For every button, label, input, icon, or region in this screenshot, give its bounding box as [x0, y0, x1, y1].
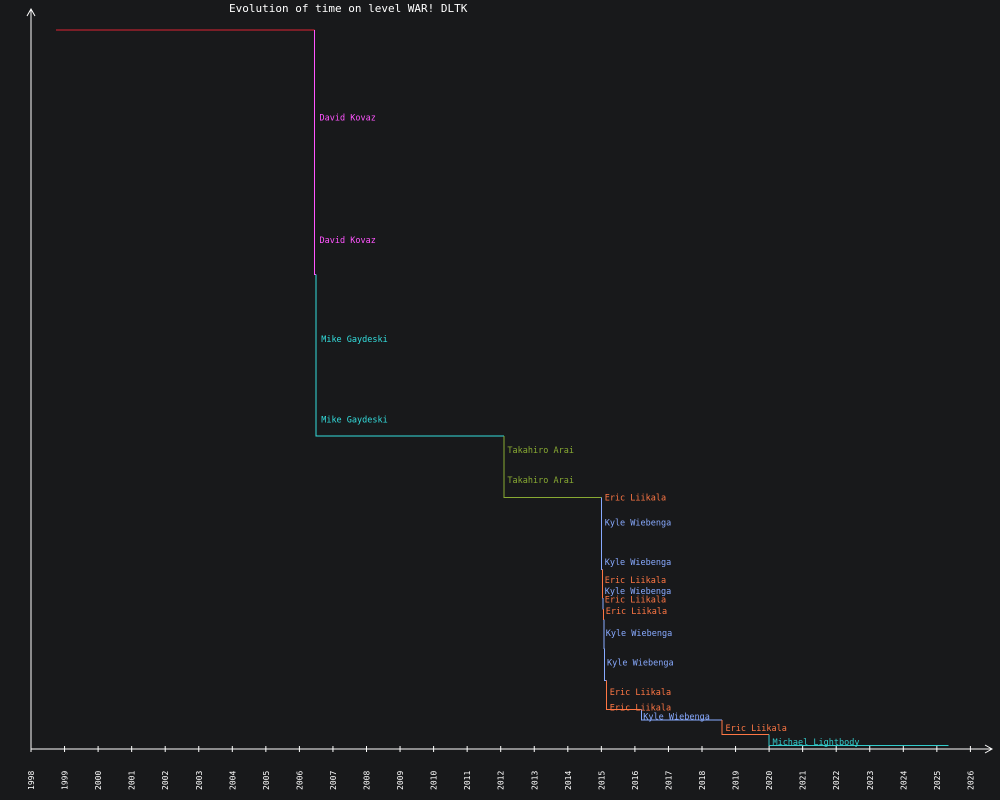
- x-tick-label: 1999: [61, 771, 70, 790]
- x-tick-label: 2023: [866, 771, 875, 790]
- x-tick-label: 2024: [899, 771, 908, 790]
- record-step: [721, 720, 770, 736]
- x-tick-label: 2009: [396, 771, 405, 790]
- record-step: [313, 30, 317, 275]
- x-tick-label: 2001: [128, 771, 137, 790]
- x-tick-label: 2003: [195, 771, 204, 790]
- record-holder-label: Takahiro Arai: [507, 476, 574, 486]
- x-tick-label: 2025: [933, 771, 942, 790]
- x-tick-label: 2006: [295, 771, 304, 790]
- x-tick-label: 2005: [262, 771, 271, 790]
- record-holder-label: Eric Liikala: [605, 595, 666, 605]
- record-holder-label: Kyle Wiebenga: [607, 659, 674, 669]
- record-step: [605, 680, 642, 710]
- x-tick-label: 2008: [363, 771, 372, 790]
- record-holder-label: Takahiro Arai: [507, 446, 574, 456]
- record-holder-label: Mike Gaydeski: [321, 416, 388, 426]
- record-step: [603, 619, 605, 649]
- axes: 1998 1999 2000 2001 2002 2003 2004 2005 2006 2007…: [26, 7, 994, 790]
- record-holder-label: Eric Liikala: [725, 724, 786, 734]
- chart-title: Evolution of time on level WAR! DLTK: [229, 2, 468, 15]
- x-tick-label: 2017: [664, 771, 673, 790]
- record-step: [602, 598, 604, 610]
- record-holder-label: Kyle Wiebenga: [606, 629, 673, 639]
- record-holder-label: Eric Liikala: [605, 493, 666, 503]
- record-holder-label: Kyle Wiebenga: [605, 558, 672, 568]
- x-tick-label: 2026: [966, 771, 975, 790]
- record-holder-label: Mike Gaydeski: [321, 335, 388, 345]
- x-tick-label: 2012: [497, 771, 506, 790]
- record-holder-label: Kyle Wiebenga: [605, 519, 672, 529]
- x-tick-label: 2014: [564, 771, 573, 790]
- record-step: [600, 497, 603, 570]
- record-step-lines: [56, 29, 949, 746]
- record-step: [641, 709, 723, 721]
- record-holder-label: David Kovaz: [320, 236, 376, 246]
- x-tick-label: 2013: [530, 771, 539, 790]
- y-axis-arrow: [26, 7, 36, 17]
- record-holder-label: Eric Liikala: [606, 607, 667, 617]
- x-tick-label: 2004: [228, 771, 237, 790]
- record-step: [601, 569, 604, 599]
- record-labels: David Kovaz David Kovaz Mike Gaydeski Mike …: [320, 114, 860, 748]
- x-tick-label: 2021: [799, 771, 808, 790]
- x-tick-label: 2019: [732, 771, 741, 790]
- record-holder-label: Eric Liikala: [610, 703, 671, 713]
- x-tick-label: 2015: [597, 771, 606, 790]
- record-step: [503, 436, 602, 498]
- x-tick-label: 2007: [329, 771, 338, 790]
- x-tick-label: 2016: [631, 771, 640, 790]
- record-step: [315, 274, 505, 437]
- x-tick-label: 2022: [832, 771, 841, 790]
- x-tick-label: 2018: [698, 771, 707, 790]
- x-axis-arrow: [984, 744, 994, 754]
- record-step: [768, 734, 949, 746]
- record-holder-label: David Kovaz: [320, 114, 376, 124]
- record-holder-label: Kyle Wiebenga: [605, 587, 672, 597]
- record-holder-label: Eric Liikala: [605, 576, 666, 586]
- record-holder-label: Kyle Wiebenga: [643, 713, 710, 723]
- x-tick-label: 2010: [430, 771, 439, 790]
- record-holder-label: Eric Liikala: [610, 688, 671, 698]
- x-tick-label: 2002: [161, 771, 170, 790]
- x-tick-label: 2020: [765, 771, 774, 790]
- record-step: [604, 648, 607, 682]
- x-tick-label: 2011: [463, 771, 472, 790]
- x-tick-label: 2000: [94, 771, 103, 790]
- record-holder-label: Michael Lightbody: [772, 738, 859, 748]
- x-tick-label: 1998: [27, 771, 36, 790]
